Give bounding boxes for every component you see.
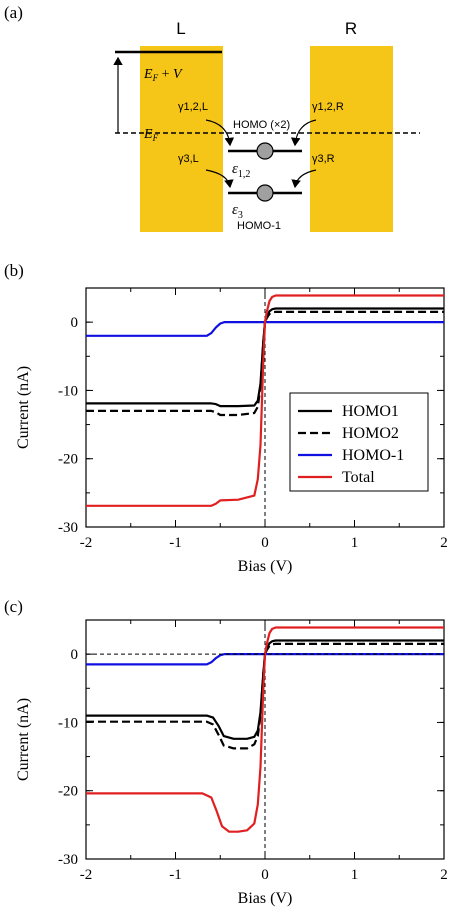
series-line-homo2: [86, 310, 444, 417]
x-tick-label: -2: [80, 867, 93, 883]
series-line-homo-1: [86, 321, 444, 337]
gamma12-right-label: γ1,2,R: [312, 101, 344, 113]
arrow-right-homo: [290, 119, 317, 147]
arrow-right-homo1: [291, 169, 317, 189]
x-tick-label: -1: [169, 867, 182, 883]
eps12-label: ε1,2: [232, 161, 250, 180]
panel-c-label: (c): [4, 597, 23, 616]
ef-plus-v-label: EF + V: [143, 67, 183, 83]
ef-label: EF: [143, 127, 159, 143]
panel-a: (a) L R EF + V EF γ1,2,L γ1,2,R γ3,L γ3,…: [4, 3, 420, 232]
y-tick-label: -10: [58, 383, 78, 399]
right-electrode: [310, 46, 393, 232]
right-electrode-label: R: [345, 19, 357, 38]
arrow-left-homo: [205, 119, 235, 147]
eps3-label: ε3: [232, 202, 243, 221]
x-axis-label: Bias (V): [238, 558, 293, 575]
y-tick-label: -20: [58, 452, 78, 468]
y-tick-label: -10: [58, 715, 78, 731]
legend-label: HOMO1: [342, 403, 399, 420]
arrow-left-homo1: [205, 169, 234, 189]
gamma3-left-label: γ3,L: [178, 153, 199, 165]
x-tick-label: -1: [169, 535, 182, 551]
series-line-total: [86, 626, 444, 833]
series-line-homo2: [86, 642, 444, 750]
legend-label: HOMO-1: [342, 447, 404, 464]
x-tick-label: 1: [351, 535, 359, 551]
x-axis-label: Bias (V): [238, 890, 293, 907]
y-tick-label: -20: [58, 784, 78, 800]
legend-box: [289, 392, 429, 492]
gamma12-left-label: γ1,2,L: [178, 101, 208, 113]
y-tick-label: 0: [71, 315, 79, 331]
series-line-total: [86, 294, 444, 507]
y-axis-label: Current (nA): [15, 698, 32, 781]
x-tick-label: 2: [440, 867, 448, 883]
homo-minus-1-label: HOMO-1: [237, 220, 281, 232]
left-electrode: [140, 46, 223, 232]
panel-a-label: (a): [4, 3, 23, 22]
y-tick-label: -30: [58, 852, 78, 868]
x-tick-label: 2: [440, 535, 448, 551]
legend-label: Total: [342, 469, 375, 486]
x-tick-label: 0: [261, 535, 269, 551]
legend-label: HOMO2: [342, 425, 399, 442]
x-tick-label: 0: [261, 867, 269, 883]
y-tick-label: 0: [71, 647, 79, 663]
x-tick-label: 1: [351, 867, 359, 883]
homo-dot: [256, 142, 274, 160]
panel-b-label: (b): [4, 261, 24, 280]
left-electrode-label: L: [176, 19, 185, 38]
homo-label: HOMO (×2): [233, 119, 290, 131]
gamma3-right-label: γ3,R: [312, 153, 335, 165]
x-tick-label: -2: [80, 535, 93, 551]
y-axis-label: Current (nA): [15, 366, 32, 449]
homo1-dot: [256, 184, 274, 202]
series-line-homo-1: [86, 653, 444, 666]
y-tick-label: -30: [58, 520, 78, 536]
